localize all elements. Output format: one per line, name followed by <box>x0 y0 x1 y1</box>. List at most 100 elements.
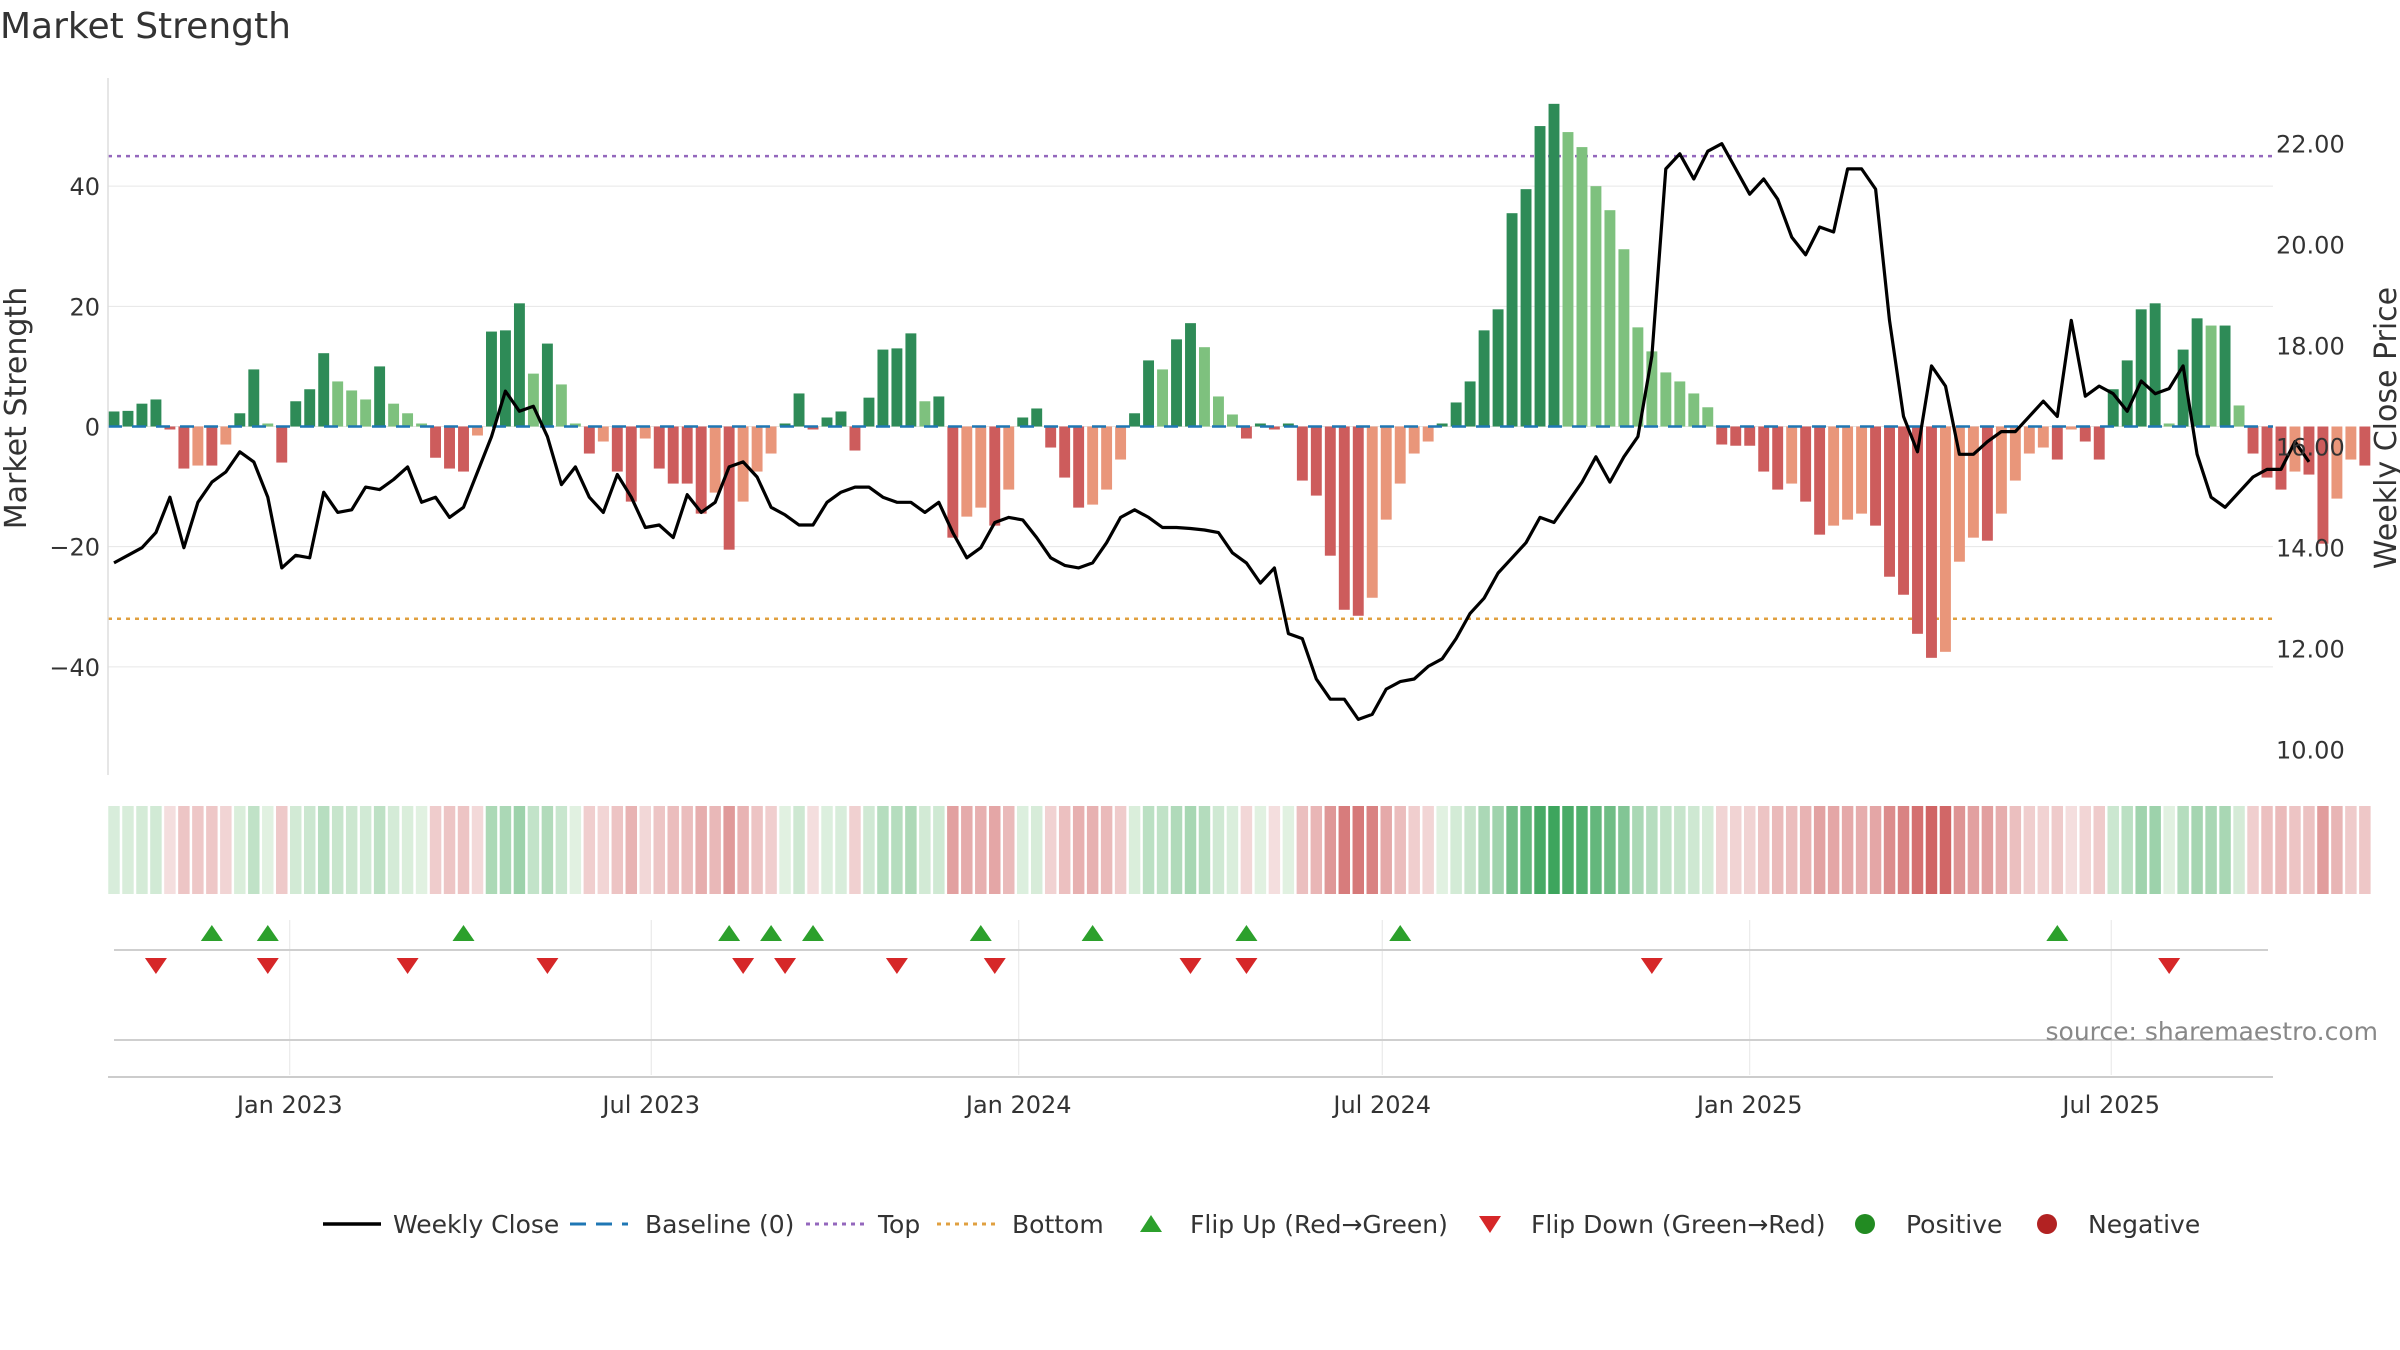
strip-cell <box>835 806 847 894</box>
legend-swatch-negative <box>2037 1214 2057 1234</box>
strength-bar <box>1716 426 1728 445</box>
strip-cell <box>1925 806 1938 894</box>
strength-bar <box>2303 426 2315 475</box>
strength-bar <box>262 423 274 427</box>
strip-cell <box>611 806 624 894</box>
strip-cell <box>192 806 204 894</box>
strip-cell <box>1590 806 1602 894</box>
strip-cell <box>359 806 372 894</box>
strip-cell <box>1730 806 1742 894</box>
strength-bar <box>2051 426 2063 460</box>
strip-cell <box>709 806 721 894</box>
strip-cell <box>2219 806 2231 894</box>
strength-bar <box>1590 186 1602 427</box>
strip-cell <box>1534 806 1546 894</box>
strength-bar <box>1478 330 1490 427</box>
strip-cell <box>2331 806 2343 894</box>
strength-bar <box>1506 213 1518 427</box>
strip-cell <box>1044 806 1057 894</box>
strength-bar <box>136 403 148 427</box>
strip-cell <box>1394 806 1406 894</box>
flip-down-marker <box>774 958 797 974</box>
strip-cell <box>2177 806 2189 894</box>
strength-bar <box>1464 381 1476 427</box>
strength-bar <box>1674 381 1686 427</box>
strength-bar <box>1842 426 1854 520</box>
strength-bar <box>1520 189 1532 427</box>
strip-cell <box>2191 806 2203 894</box>
strip-cell <box>1100 806 1113 894</box>
strength-bar <box>1953 426 1965 562</box>
strength-bar <box>486 331 497 427</box>
strength-bar <box>2093 426 2105 460</box>
strength-bar <box>360 399 372 427</box>
source-watermark: source: sharemaestro.com <box>2046 1017 2379 1046</box>
legend-baseline-label: Baseline (0) <box>645 1210 794 1239</box>
strength-bar <box>164 426 176 430</box>
strength-bar <box>1995 426 2007 514</box>
strength-bar <box>905 333 917 427</box>
strength-bar <box>569 423 581 427</box>
x-tick-label: Jul 2025 <box>2060 1091 2160 1119</box>
strength-bar <box>653 426 665 469</box>
y2-tick-label: 18.00 <box>2276 333 2345 361</box>
strength-bar <box>933 396 945 427</box>
strength-bar <box>1772 426 1784 490</box>
strength-bar <box>1185 323 1196 427</box>
strength-bar <box>1450 402 1462 427</box>
y2-tick-label: 12.00 <box>2276 636 2345 664</box>
strength-bar <box>2233 405 2245 427</box>
strength-bar <box>2261 426 2273 478</box>
strength-bar <box>555 384 567 427</box>
flip-up-marker <box>452 925 475 941</box>
strength-bar <box>709 426 721 493</box>
strength-bar <box>1870 426 1882 526</box>
strength-bar <box>1618 249 1630 427</box>
strip-cell <box>751 806 763 894</box>
strip-cell <box>905 806 917 894</box>
flip-down-marker <box>2158 958 2181 974</box>
strip-cell <box>2359 806 2371 894</box>
strength-bar <box>513 303 525 427</box>
strength-bar <box>1926 426 1937 658</box>
strip-cell <box>234 806 246 894</box>
strength-bar <box>1800 426 1812 502</box>
strength-bar <box>2191 318 2203 427</box>
strength-bar <box>1660 372 1672 427</box>
strength-bar <box>1646 351 1658 427</box>
strength-bar <box>1758 426 1770 472</box>
strip-cell <box>2107 806 2119 894</box>
strip-cell <box>1268 806 1281 894</box>
strip-cell <box>1660 806 1672 894</box>
strip-cell <box>779 806 791 894</box>
strength-bar <box>1129 413 1141 427</box>
strip-cell <box>1967 806 1980 894</box>
strength-bar <box>877 349 889 427</box>
strip-cell <box>206 806 218 894</box>
strip-cell <box>1939 806 1952 894</box>
strength-bar <box>1059 426 1071 478</box>
strength-bar <box>276 426 288 463</box>
strip-cell <box>2247 806 2259 894</box>
strip-cell <box>1114 806 1127 894</box>
strip-cell <box>1883 806 1896 894</box>
strip-cell <box>1953 806 1966 894</box>
strength-bar <box>2065 426 2077 430</box>
strength-bar <box>1548 103 1560 427</box>
strength-bar <box>290 401 302 427</box>
strength-bar <box>1338 426 1350 610</box>
x-tick-label: Jul 2023 <box>600 1091 700 1119</box>
strip-cell <box>122 806 134 894</box>
strip-cell <box>1003 806 1015 894</box>
strength-bar <box>723 426 735 550</box>
strength-bar <box>681 426 693 484</box>
y-tick-label: 40 <box>69 173 100 201</box>
strength-bar <box>2247 426 2259 454</box>
strip-cell <box>220 806 232 894</box>
strip-cell <box>1142 806 1155 894</box>
strength-bar <box>248 369 260 427</box>
y2-axis-title: Weekly Close Price <box>2369 287 2400 569</box>
strength-bar <box>2345 426 2357 460</box>
strength-bar <box>1576 147 1588 427</box>
